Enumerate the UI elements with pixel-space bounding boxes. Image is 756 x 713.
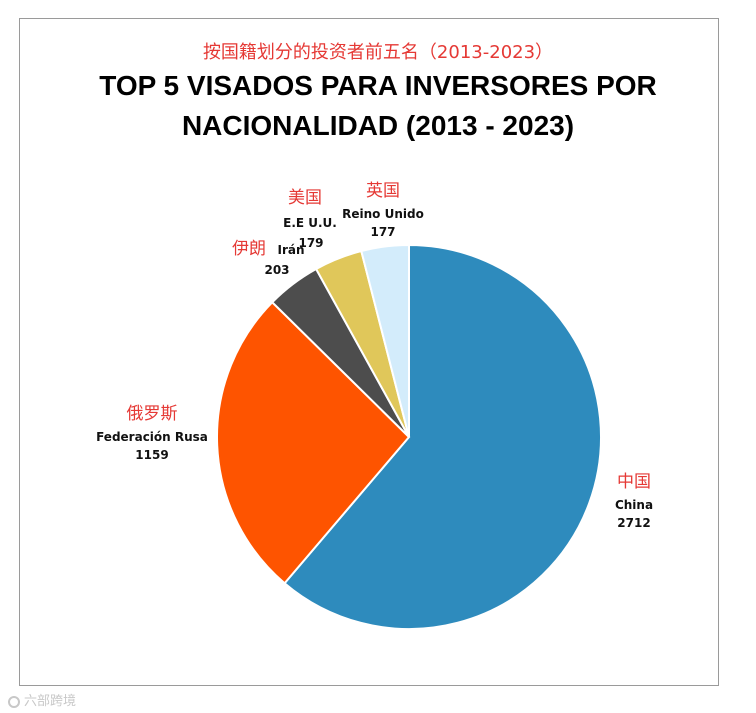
label-name-e-e-u-u: E.E U.U. <box>283 216 337 230</box>
label-name-reino-unido: Reino Unido <box>342 207 424 221</box>
label-value-reino-unido: 177 <box>370 225 395 239</box>
label-cn-reino-unido: 英国 <box>366 181 400 201</box>
chart-title: TOP 5 VISADOS PARA INVERSORES POR NACION… <box>99 70 657 141</box>
label-value-e-e-u-u: 179 <box>298 236 323 250</box>
label-value-federacion-rusa: 1159 <box>135 448 168 462</box>
watermark: 六部跨境 <box>8 690 76 709</box>
pie-slice-china <box>283 243 602 630</box>
label-cn-iran: 伊朗 <box>232 239 266 259</box>
label-cn-federacion-rusa: 俄罗斯 <box>127 404 178 424</box>
pie-labels: 中国 China 2712 俄罗斯 Federación Rusa 1159 伊朗 Irán 2… <box>96 181 653 530</box>
watermark-text: 六部跨境 <box>24 694 77 709</box>
chart-subtitle: 按国籍划分的投资者前五名（2013-2023） <box>202 42 554 63</box>
pie-slices <box>216 243 602 630</box>
pie-slice-federacion-rusa <box>216 300 411 585</box>
label-name-federacion-rusa: Federación Rusa <box>96 430 208 444</box>
label-name-iran: Irán <box>277 243 304 257</box>
pie-slice-reino-unido <box>360 243 410 438</box>
label-value-iran: 203 <box>264 263 289 277</box>
label-cn-e-e-u-u: 美国 <box>288 188 322 208</box>
label-name-china: China <box>615 498 653 512</box>
label-cn-china: 中国 <box>617 472 651 492</box>
watermark-logo-icon <box>8 695 20 708</box>
label-value-china: 2712 <box>617 516 650 530</box>
